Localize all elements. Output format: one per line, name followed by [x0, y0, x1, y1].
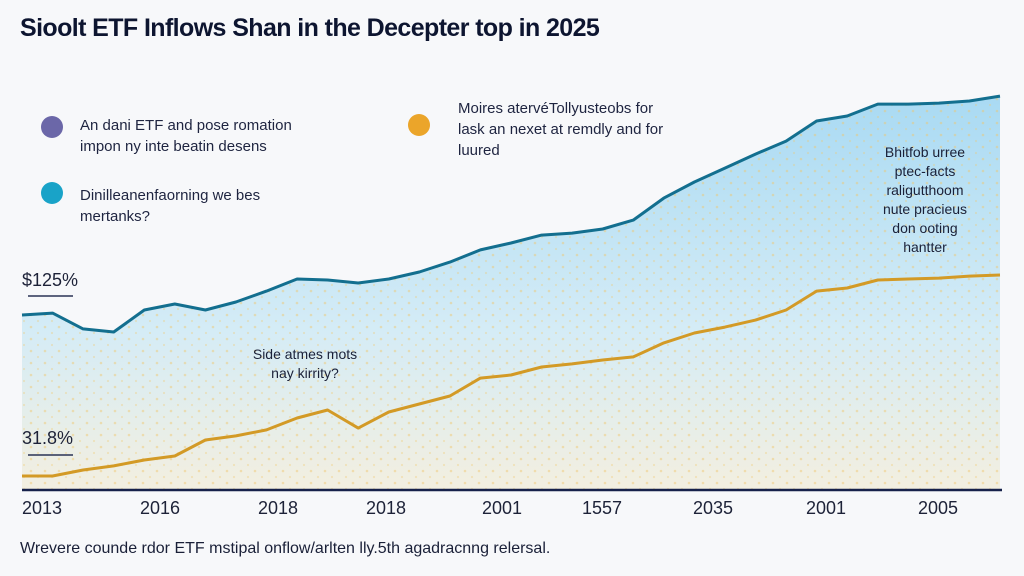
x-tick-label: 2001 — [482, 498, 523, 518]
annotation-middle: Side atmes mots nay kirrity? — [225, 345, 385, 383]
legend-item-purple: An dani ETF and pose romation impon ny i… — [80, 115, 292, 157]
legend-marker-purple — [41, 116, 63, 138]
legend-text: lask an nexet at remdly and for — [458, 121, 664, 138]
annotation-line: Side atmes mots — [252, 346, 358, 362]
annotation-line: raligutthoom — [886, 182, 964, 198]
annotation-line: don ooting — [892, 220, 958, 236]
x-tick-label: 2005 — [918, 498, 959, 518]
legend-marker-teal — [41, 182, 63, 204]
legend-text: An dani ETF and pose romation — [80, 117, 292, 134]
series-area-texture — [22, 96, 1000, 490]
legend-text: Moires atervéTollyusteobs for — [458, 100, 654, 117]
legend-marker-orange — [408, 114, 430, 136]
chart-title: Sioolt ETF Inflows Shan in the Decepter … — [20, 14, 600, 42]
legend-text: Dinilleanenfaorning we bes — [80, 187, 261, 204]
chart-caption: Wrevere counde rdor ETF mstipal onflow/a… — [20, 540, 551, 557]
annotation-line: nute pracieus — [882, 201, 968, 217]
x-tick-label: 2016 — [140, 498, 181, 518]
x-tick-label: 1557 — [582, 498, 623, 518]
y-tick-label-upper: $125% — [22, 270, 79, 290]
annotation-line: nay kirrity? — [271, 365, 339, 381]
x-tick-label: 2018 — [366, 498, 407, 518]
annotation-line: Bhitfob urree — [884, 144, 966, 160]
x-tick-label: 2035 — [693, 498, 734, 518]
x-tick-label: 2018 — [258, 498, 299, 518]
legend-text: luured — [458, 142, 500, 159]
y-tick-label-lower: 31.8% — [22, 428, 74, 448]
series-line-0 — [21, 94, 1001, 334]
legend-item-teal: Dinilleanenfaorning we bes mertanks? — [80, 185, 260, 227]
annotation-right: Bhitfob urree ptec-facts raligutthoom nu… — [855, 143, 995, 257]
legend-text: mertanks? — [80, 208, 151, 225]
x-tick-label: 2001 — [806, 498, 847, 518]
legend-item-orange: Moires atervéTollyusteobs for lask an ne… — [458, 98, 663, 161]
annotation-line: hantter — [903, 239, 947, 255]
x-tick-label: 2013 — [22, 498, 63, 518]
annotation-line: ptec-facts — [894, 163, 956, 179]
legend-text: impon ny inte beatin desens — [80, 138, 267, 155]
